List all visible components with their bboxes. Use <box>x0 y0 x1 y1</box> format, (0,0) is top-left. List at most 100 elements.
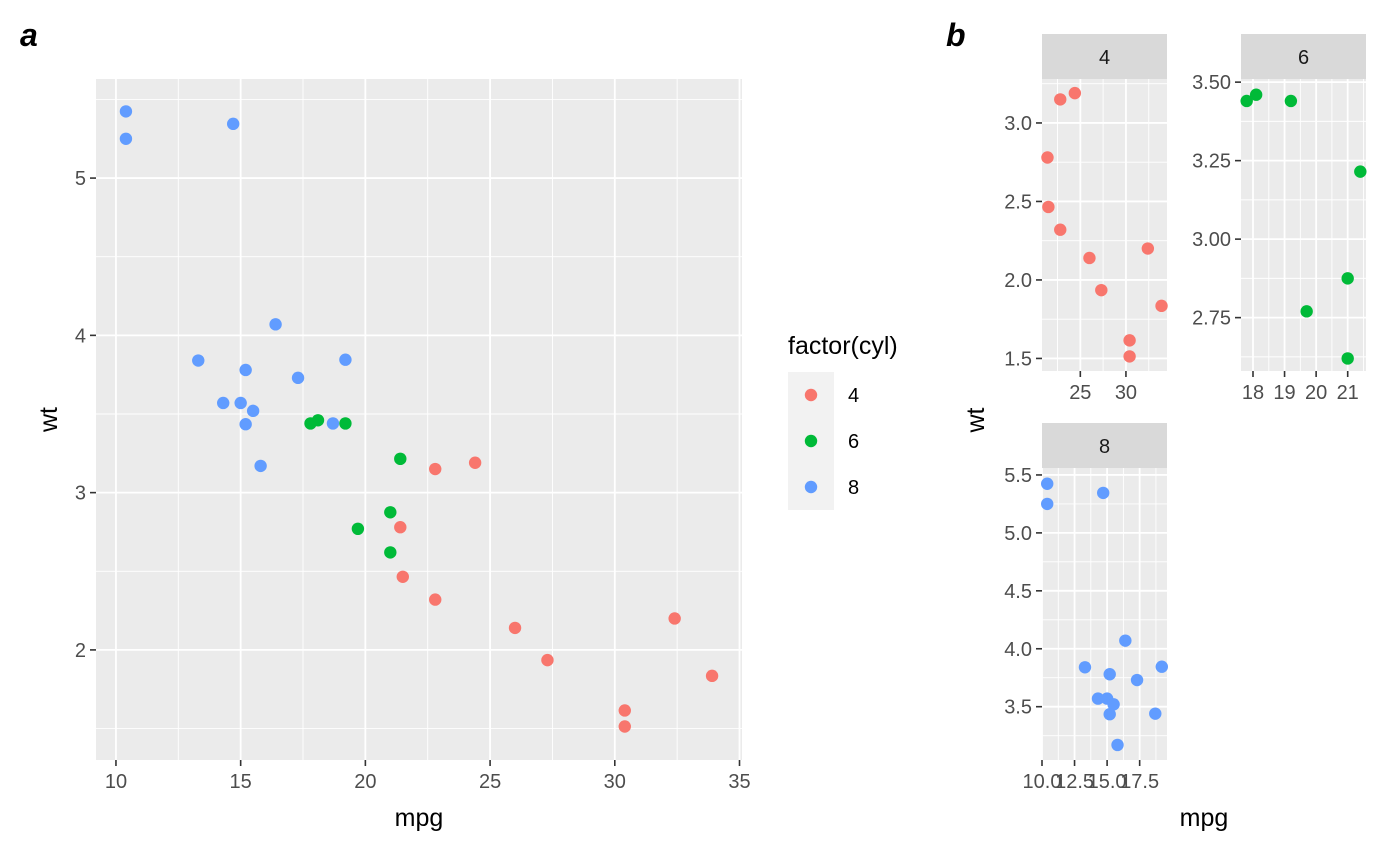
a-x-tick-label: 25 <box>479 771 501 793</box>
a-x-tick-label: 15 <box>230 771 252 793</box>
a-data-point <box>254 459 267 473</box>
b-facet-8-data-point <box>1041 477 1054 490</box>
a-data-point <box>119 132 133 145</box>
b-x-axis-title: mpg <box>1180 804 1229 832</box>
b-facet-8-strip <box>1042 423 1167 468</box>
panel-tag-b: b <box>946 17 966 53</box>
b-facet-6-strip-label: 6 <box>1298 47 1309 69</box>
b-facet-6-data-point <box>1284 94 1298 108</box>
b-facet-8-y-tick-label: 3.5 <box>1004 697 1032 719</box>
b-facet-8-y-tick-label: 5.0 <box>1004 523 1032 545</box>
b-facet-8-y-tick-label: 4.5 <box>1004 581 1032 603</box>
b-facet-4-data-point <box>1068 86 1082 100</box>
b-facet-6-plot-background <box>1241 79 1366 371</box>
a-y-tick-label: 3 <box>75 483 86 505</box>
b-facet-6-y-tick-label: 3.25 <box>1192 151 1231 173</box>
a-x-tick-label: 35 <box>728 771 750 793</box>
a-data-point <box>508 621 522 635</box>
b-facet-6-data-point <box>1354 165 1367 178</box>
b-facet-6-data-point <box>1300 305 1313 318</box>
legend-key-point <box>804 434 818 448</box>
b-facet-6-x-tick-label: 21 <box>1337 382 1359 404</box>
legend-label: 4 <box>848 385 859 407</box>
a-data-point <box>239 418 252 431</box>
b-facet-4-y-tick-label: 2.0 <box>1004 270 1032 292</box>
b-facet-8-y-tick-label: 4.0 <box>1004 639 1032 661</box>
a-data-point <box>351 522 365 536</box>
chart-panel-b: 4 25 30 1.5 2.0 2.5 3.0 6 18 19 20 21 2.75 3.00 3.25 3.… <box>962 34 1367 832</box>
a-data-point <box>269 318 282 331</box>
b-facet-8-data-point <box>1149 707 1162 720</box>
b-facet-8-x-tick-label: 12.5 <box>1055 771 1094 793</box>
b-facet-4-x-tick-label: 25 <box>1069 382 1091 404</box>
legend-key-point <box>804 388 818 402</box>
b-facet-8-data-point <box>1091 692 1105 705</box>
b-facet-4-data-point <box>1054 93 1067 106</box>
a-y-tick-label: 2 <box>75 640 86 662</box>
b-facet-8-data-point <box>1096 486 1110 500</box>
b-facet-8-data-point <box>1155 660 1168 673</box>
a-data-point <box>384 546 397 559</box>
a-data-point <box>326 417 340 430</box>
a-data-point <box>541 653 554 667</box>
b-facet-8-x-tick-label: 17.5 <box>1120 771 1159 793</box>
a-data-point <box>119 105 133 118</box>
a-x-axis-title: mpg <box>395 804 444 832</box>
legend-label: 6 <box>848 431 859 453</box>
b-facet-6-x-tick-label: 20 <box>1305 382 1327 404</box>
b-facet-8-data-point <box>1119 634 1132 647</box>
a-data-point <box>396 570 409 583</box>
b-facet-8-x-tick-label: 15.0 <box>1088 771 1127 793</box>
a-data-point <box>429 593 442 606</box>
a-data-point <box>705 669 719 683</box>
b-facet-6-y-tick-label: 3.00 <box>1192 229 1231 251</box>
a-data-point <box>394 521 407 534</box>
a-data-point <box>618 720 631 733</box>
b-facet-4-data-point <box>1123 334 1136 347</box>
a-x-tick-label: 30 <box>604 771 626 793</box>
panel-tag-a: a <box>20 17 38 53</box>
legend-key-point <box>804 480 818 494</box>
legend-label: 8 <box>848 477 859 499</box>
b-facet-6-data-point <box>1249 88 1263 101</box>
a-data-point <box>339 417 352 430</box>
b-facet-8-data-point <box>1107 698 1120 711</box>
a-data-point <box>226 117 240 131</box>
a-data-point <box>311 414 325 427</box>
b-facet-4-y-tick-label: 2.5 <box>1004 191 1032 213</box>
a-plot-background <box>96 79 742 760</box>
b-facet-6-x-tick-label: 19 <box>1273 382 1295 404</box>
b-facet-4-data-point <box>1155 299 1168 313</box>
b-facet-6-y-tick-label: 3.50 <box>1192 72 1231 94</box>
a-data-point <box>394 452 407 466</box>
a-y-axis-title: wt <box>35 407 63 433</box>
b-facet-8-strip-label: 8 <box>1099 436 1110 458</box>
b-facet-4-data-point <box>1095 283 1108 297</box>
b-facet-6-strip <box>1241 34 1366 79</box>
a-data-point <box>384 506 397 519</box>
b-facet-6-data-point <box>1240 94 1253 108</box>
b-facet-8-data-point <box>1041 497 1054 511</box>
a-data-point <box>339 353 352 366</box>
b-facet-8-data-point <box>1103 668 1116 681</box>
b-y-axis-title: wt <box>962 407 990 433</box>
a-data-point <box>217 396 230 410</box>
b-facet-8-data-point <box>1111 738 1124 752</box>
a-y-tick-label: 4 <box>75 325 86 347</box>
b-facet-6-y-tick-label: 2.75 <box>1192 308 1231 330</box>
b-facet-4-y-tick-label: 3.0 <box>1004 113 1032 135</box>
a-data-point <box>668 612 681 625</box>
a-y-tick-label: 5 <box>75 168 86 190</box>
a-data-point <box>468 456 482 469</box>
b-facet-8-y-tick-label: 5.5 <box>1004 465 1032 487</box>
legend-title: factor(cyl) <box>788 332 898 360</box>
b-facet-8-x-tick-label: 10.0 <box>1023 771 1062 793</box>
a-data-point <box>618 704 631 717</box>
a-x-tick-label: 20 <box>354 771 376 793</box>
b-facet-4-data-point <box>1041 151 1054 164</box>
b-facet-8-data-point <box>1130 673 1144 687</box>
a-x-tick-label: 10 <box>105 771 127 793</box>
a-data-point <box>291 371 305 385</box>
a-data-point <box>239 363 252 377</box>
